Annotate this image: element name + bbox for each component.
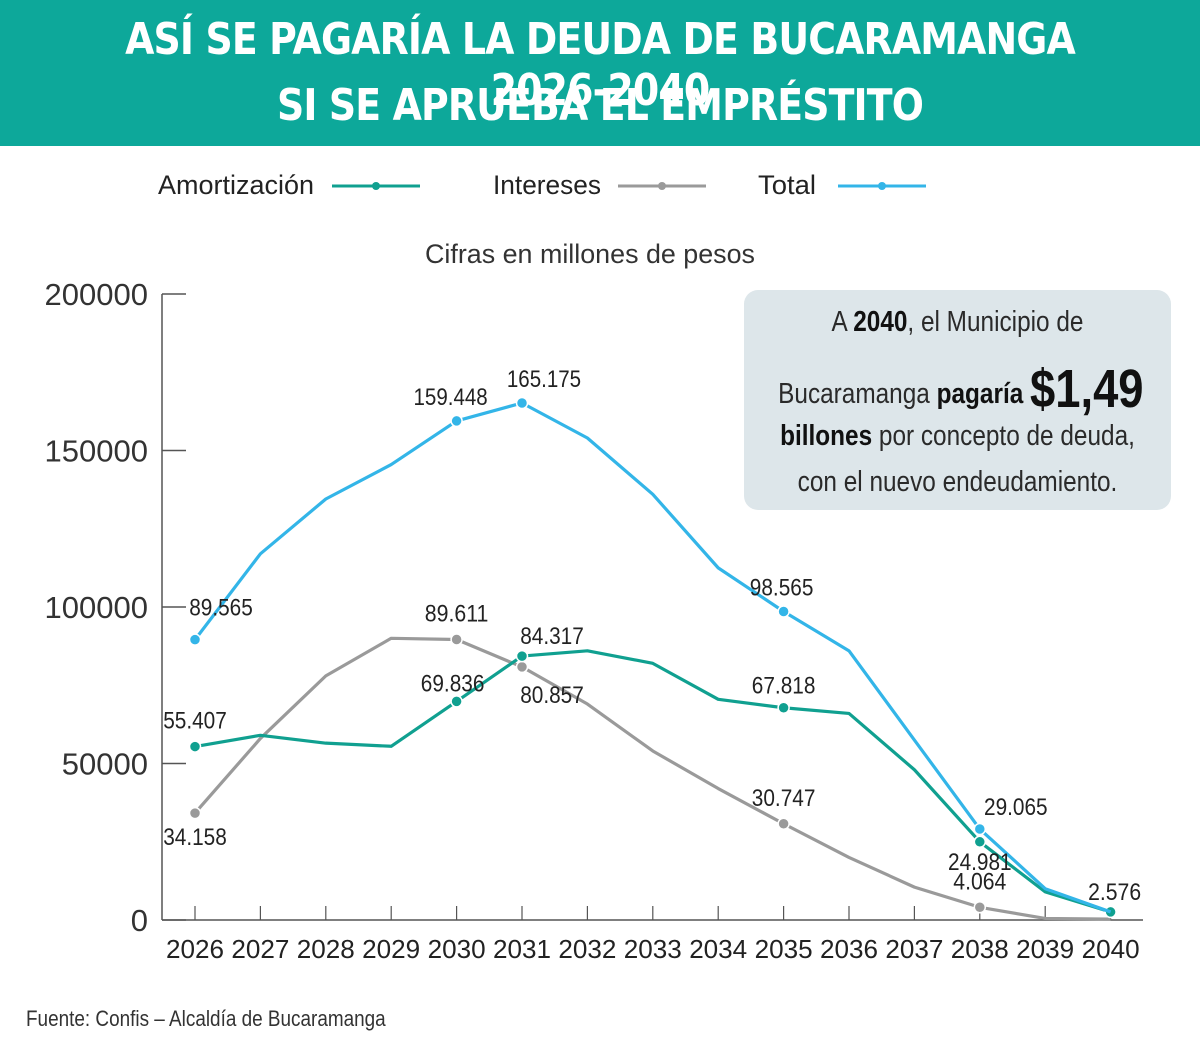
data-point [515, 660, 529, 674]
y-tick-label: 50000 [62, 747, 148, 782]
data-point [777, 605, 790, 618]
data-point [450, 695, 463, 708]
legend-label: Amortización [158, 170, 314, 200]
callout-text: A [831, 306, 854, 338]
data-label: 29.065 [984, 794, 1048, 821]
data-label: 84.317 [520, 623, 584, 650]
x-tick-label: 2039 [1016, 934, 1074, 964]
legend-swatch-dot [878, 182, 886, 190]
legend-label: Total [758, 170, 816, 200]
data-point [515, 396, 529, 410]
callout-year: 2040 [853, 306, 908, 338]
x-tick-label: 2029 [362, 934, 420, 964]
y-tick-label: 0 [131, 903, 148, 938]
legend-label: Intereses [493, 170, 601, 200]
data-point [450, 414, 463, 428]
chart-subtitle: Cifras en millones de pesos [425, 239, 755, 269]
callout-line-1: A 2040, el Municipio de [778, 306, 1137, 339]
x-tick-label: 2038 [951, 934, 1009, 964]
data-point [450, 633, 463, 646]
x-tick-label: 2033 [624, 934, 682, 964]
legend-swatch-dot [372, 182, 380, 190]
data-point [973, 835, 987, 849]
data-point [777, 701, 790, 714]
data-point [973, 901, 987, 914]
callout-amount: $1,49 [1030, 359, 1144, 419]
x-tick-label: 2028 [297, 934, 355, 964]
x-tick-label: 2030 [428, 934, 486, 964]
data-label: 98.565 [750, 574, 814, 601]
info-callout: A 2040, el Municipio de Bucaramanga paga… [744, 290, 1171, 510]
x-tick-label: 2035 [755, 934, 813, 964]
data-label: 159.448 [414, 384, 488, 411]
title-band: ASÍ SE PAGARÍA LA DEUDA DE BUCARAMANGA 2… [0, 0, 1200, 146]
series-line-intereses [193, 636, 1111, 921]
data-point [973, 822, 987, 836]
x-tick-label: 2034 [689, 934, 747, 964]
chart-title-line-2: SI SE APRUEBA EL EMPRÉSTITO [276, 80, 924, 131]
data-point [188, 633, 202, 646]
data-point [515, 649, 529, 663]
series-line-amortizacion [194, 649, 1112, 914]
x-tick-label: 2040 [1082, 934, 1140, 964]
source-note: Fuente: Confis – Alcaldía de Bucaramanga [26, 1006, 386, 1031]
data-label: 24.981 [948, 849, 1012, 876]
data-label: 55.407 [163, 708, 227, 735]
series-line-total [193, 401, 1112, 914]
y-tick-label: 150000 [45, 434, 148, 469]
chart-title-line-1: ASÍ SE PAGARÍA LA DEUDA DE BUCARAMANGA 2… [125, 14, 1076, 116]
callout-line-3: billones por concepto de deuda, [778, 420, 1137, 453]
callout-text: por concepto de deuda, [872, 420, 1135, 452]
data-label: 165.175 [507, 366, 581, 393]
callout-line-2: Bucaramanga pagaría $1,49 [778, 358, 1143, 420]
callout-verb: pagaría [936, 378, 1031, 410]
data-label: 89.565 [189, 595, 253, 622]
data-label: 2.576 [1088, 879, 1141, 906]
x-tick-label: 2026 [166, 934, 224, 964]
data-label: 34.158 [163, 824, 227, 851]
callout-line-4: con el nuevo endeudamiento. [797, 466, 1118, 498]
x-tick-label: 2036 [820, 934, 878, 964]
callout-text: Bucaramanga [778, 378, 937, 410]
data-label: 89.611 [425, 601, 489, 628]
data-label: 80.857 [520, 682, 584, 709]
x-tick-label: 2037 [885, 934, 943, 964]
data-label: 69.836 [421, 670, 485, 697]
x-tick-label: 2027 [231, 934, 289, 964]
y-tick-label: 100000 [45, 590, 148, 625]
y-tick-label: 200000 [45, 277, 148, 312]
data-label: 67.818 [752, 673, 816, 700]
data-point [777, 817, 790, 831]
data-point [188, 806, 202, 820]
x-tick-label: 2032 [558, 934, 616, 964]
x-tick-label: 2031 [493, 934, 551, 964]
callout-text: , el Municipio de [907, 306, 1084, 338]
data-point [188, 740, 202, 753]
legend-swatch-dot [658, 182, 666, 190]
data-label: 4.064 [953, 868, 1006, 895]
callout-unit: billones [780, 420, 873, 452]
data-label: 30.747 [752, 785, 816, 812]
